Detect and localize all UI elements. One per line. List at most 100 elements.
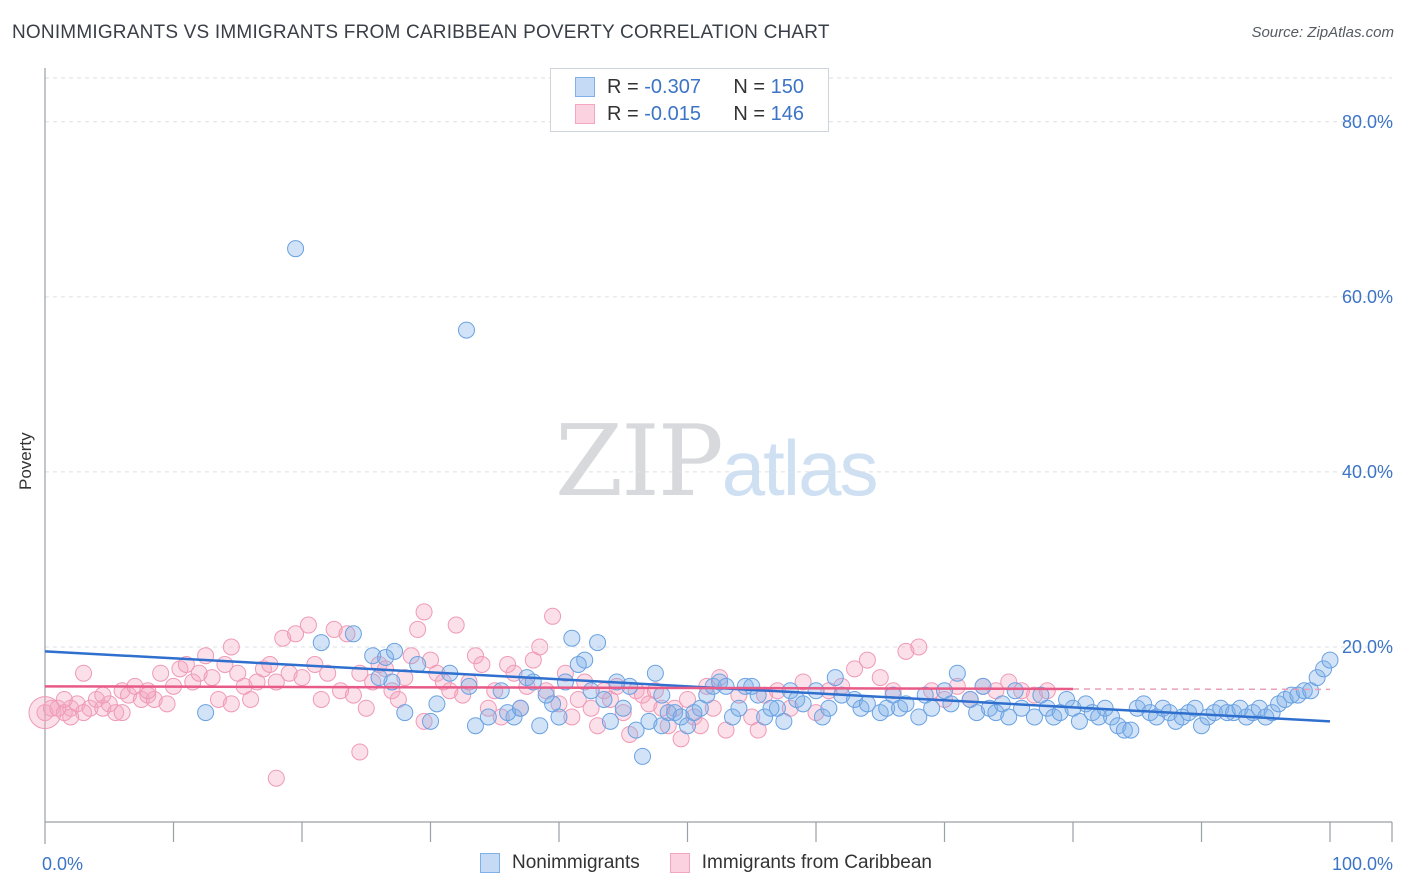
y-tick-label: 20.0% [1342, 637, 1393, 657]
data-point-nonimmigrants [717, 677, 735, 695]
data-point-immigrants [1025, 686, 1043, 704]
data-point-immigrants [415, 712, 433, 730]
data-point-nonimmigrants [569, 655, 587, 673]
data-point-nonimmigrants [556, 673, 574, 691]
chart-title: NONIMMIGRANTS VS IMMIGRANTS FROM CARIBBE… [12, 22, 830, 43]
data-point-nonimmigrants [910, 708, 928, 726]
data-point-immigrants [589, 717, 607, 735]
data-point-nonimmigrants [499, 704, 517, 722]
stats-row-nonimmigrants: R = -0.307 N = 150 [575, 75, 804, 99]
data-point-nonimmigrants [723, 708, 741, 726]
data-point-nonimmigrants [396, 704, 414, 722]
data-point-immigrants [351, 743, 369, 761]
data-point-immigrants [531, 638, 549, 656]
data-point-immigrants [293, 669, 311, 687]
y-tick-label: 40.0% [1342, 462, 1393, 482]
data-point-immigrants [402, 647, 420, 665]
data-point-nonimmigrants [634, 747, 652, 765]
data-point-nonimmigrants [364, 647, 382, 665]
data-point-nonimmigrants [948, 664, 966, 682]
data-point-immigrants [396, 669, 414, 687]
data-point-nonimmigrants [492, 682, 510, 700]
legend-swatch-blue [575, 77, 595, 97]
series-legend: Nonimmigrants Immigrants from Caribbean [480, 852, 962, 874]
data-point-nonimmigrants [370, 669, 388, 687]
data-point-immigrants [203, 669, 221, 687]
data-point-nonimmigrants [595, 690, 613, 708]
data-point-nonimmigrants [287, 240, 305, 258]
data-point-nonimmigrants [344, 625, 362, 643]
data-point-immigrants [466, 647, 484, 665]
y-tick-label: 60.0% [1342, 287, 1393, 307]
data-point-immigrants [569, 690, 587, 708]
data-point-nonimmigrants [466, 717, 484, 735]
data-point-immigrants [910, 638, 928, 656]
legend-label-nonimmigrants: Nonimmigrants [512, 852, 640, 873]
data-point-nonimmigrants [1308, 669, 1326, 687]
data-point-immigrants [1013, 682, 1031, 700]
data-point-nonimmigrants [1250, 699, 1268, 717]
data-point-nonimmigrants [820, 699, 838, 717]
data-point-immigrants [338, 625, 356, 643]
data-point-nonimmigrants [563, 629, 581, 647]
trend-line-nonimmigrants [44, 650, 1331, 723]
data-point-immigrants [190, 664, 208, 682]
legend-swatch-blue [480, 853, 500, 873]
data-point-immigrants [794, 673, 812, 691]
legend-swatch-pink [575, 104, 595, 124]
data-point-immigrants [113, 704, 131, 722]
data-point-nonimmigrants [762, 699, 780, 717]
data-point-nonimmigrants [377, 648, 395, 666]
data-point-nonimmigrants [409, 655, 427, 673]
data-point-immigrants [299, 616, 317, 634]
data-point-nonimmigrants [646, 664, 664, 682]
data-point-nonimmigrants [601, 712, 619, 730]
data-point-nonimmigrants [775, 712, 793, 730]
data-point-immigrants [139, 682, 157, 700]
data-point-immigrants [344, 686, 362, 704]
data-point-immigrants [222, 638, 240, 656]
data-point-nonimmigrants [383, 673, 401, 691]
data-point-nonimmigrants [653, 717, 671, 735]
data-point-nonimmigrants [457, 321, 475, 339]
data-point-immigrants [711, 669, 729, 687]
data-point-immigrants [242, 690, 260, 708]
legend-label-immigrants: Immigrants from Caribbean [701, 852, 932, 873]
data-point-nonimmigrants [730, 699, 748, 717]
legend-item-immigrants: Immigrants from Caribbean [669, 852, 932, 874]
data-point-nonimmigrants [685, 704, 703, 722]
data-point-immigrants [62, 708, 80, 726]
data-point-nonimmigrants [813, 708, 831, 726]
watermark: ZIPatlas [555, 405, 879, 519]
data-point-immigrants [267, 769, 285, 787]
data-point-immigrants [158, 695, 176, 713]
data-point-immigrants [287, 625, 305, 643]
data-point-nonimmigrants [794, 695, 812, 713]
data-point-immigrants [479, 699, 497, 717]
n-key: N = [733, 102, 766, 125]
watermark-zip: ZIP [555, 405, 724, 519]
legend-swatch-pink [669, 853, 690, 873]
data-point-nonimmigrants [807, 682, 825, 700]
data-point-nonimmigrants [987, 704, 1005, 722]
data-point-nonimmigrants [479, 708, 497, 726]
data-point-immigrants [75, 704, 93, 722]
stats-legend: R = -0.307 N = 150 R = -0.015 N = 146 [550, 68, 829, 132]
data-point-nonimmigrants [197, 704, 215, 722]
data-point-immigrants [319, 664, 337, 682]
data-point-nonimmigrants [1321, 651, 1339, 669]
data-point-nonimmigrants [614, 699, 632, 717]
data-point-immigrants [685, 708, 703, 726]
data-point-nonimmigrants [942, 695, 960, 713]
trend-lines [44, 650, 1331, 723]
data-point-nonimmigrants [974, 677, 992, 695]
data-point-nonimmigrants [640, 712, 658, 730]
data-point-nonimmigrants [1193, 717, 1210, 735]
data-point-nonimmigrants [312, 634, 330, 652]
data-point-nonimmigrants [826, 669, 844, 687]
data-point-immigrants [556, 664, 574, 682]
data-point-immigrants [563, 708, 581, 726]
data-point-immigrants [415, 603, 433, 621]
data-point-nonimmigrants [1006, 682, 1024, 700]
